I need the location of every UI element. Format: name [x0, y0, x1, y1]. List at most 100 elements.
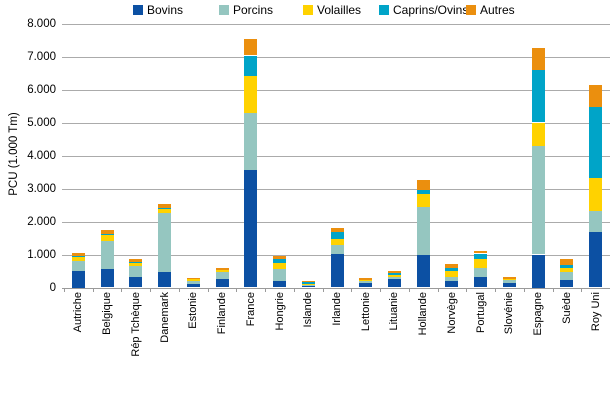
bar-segment-caprins-ovins [445, 267, 459, 272]
bar-segment-porcins [71, 261, 85, 271]
bar-segment-autres [129, 259, 143, 262]
bar-segment-caprins-ovins [416, 190, 430, 194]
bar-segment-bovins [359, 282, 373, 288]
bar-segment-porcins [474, 267, 488, 277]
x-category-label: Islande [302, 292, 315, 328]
x-category-label: Portugal [474, 292, 487, 333]
gridline [62, 188, 610, 190]
x-category-label: Roy Uni [589, 292, 602, 332]
x-category-label: Hongrie [273, 292, 286, 331]
bar-segment-caprins-ovins [301, 281, 315, 284]
bar-segment-bovins [129, 277, 143, 288]
gridline [62, 221, 610, 223]
legend-swatch [379, 5, 389, 15]
x-category-label: Hollande [417, 292, 430, 336]
bar-segment-caprins-ovins [71, 255, 85, 257]
x-tick [64, 287, 65, 292]
bar-segment-volailles [100, 234, 114, 241]
legend-swatch [133, 5, 143, 15]
x-tick [495, 287, 497, 292]
bar-segment-volailles [273, 262, 287, 270]
bar-segment-volailles [416, 193, 430, 207]
legend-label: Porcins [233, 3, 274, 17]
bar-segment-autres [330, 228, 344, 232]
x-category-label: Irlande [331, 292, 343, 326]
y-tick-label: 0 [49, 281, 56, 294]
bar-segment-porcins [359, 280, 373, 283]
bar-segment-caprins-ovins [244, 55, 258, 77]
bar-segment-bovins [416, 255, 430, 288]
bar-segment-caprins-ovins [100, 233, 114, 235]
bar-segment-bovins [273, 281, 287, 288]
bar-segment-autres [387, 271, 401, 273]
x-tick [380, 287, 382, 292]
bar-segment-caprins-ovins [129, 261, 143, 263]
bar-segment-autres [301, 280, 315, 282]
bar-segment-autres [71, 252, 85, 256]
bar-segment-volailles [71, 256, 85, 262]
x-tick [523, 287, 525, 292]
bar-segment-volailles [215, 270, 229, 272]
bar-segment-autres [244, 39, 258, 56]
x-category-label: Rép Tchèque [129, 292, 142, 357]
legend-label: Volailles [317, 3, 362, 17]
x-category-label: France [244, 292, 257, 327]
y-tick-label: 8.000 [27, 17, 56, 30]
bar-segment-bovins [330, 253, 344, 288]
x-tick [293, 287, 295, 292]
bar-segment-bovins [387, 278, 401, 288]
bar-segment-volailles [158, 208, 172, 213]
bar-segment-porcins [244, 112, 258, 170]
bar-segment-volailles [244, 76, 258, 113]
x-category-label: Belgique [101, 292, 114, 335]
bar-segment-volailles [589, 177, 603, 211]
legend-label: Autres [480, 3, 515, 17]
bar-segment-caprins-ovins [560, 265, 574, 269]
x-tick [581, 287, 583, 292]
bar-segment-porcins [560, 272, 574, 280]
bar-segment-autres [215, 268, 229, 270]
bar-segment-volailles [445, 271, 459, 277]
x-category-label: Autriche [72, 292, 85, 333]
bar-segment-bovins [215, 278, 229, 288]
x-tick [150, 287, 152, 292]
bar-segment-volailles [502, 278, 516, 281]
bar-segment-bovins [71, 271, 85, 288]
bar-segment-volailles [387, 274, 401, 277]
bar-segment-bovins [502, 282, 516, 288]
x-category-label: Slovénie [503, 292, 516, 335]
x-category-label: Suède [560, 292, 573, 324]
gridline [62, 23, 610, 25]
bar-segment-volailles [129, 262, 143, 267]
bar-segment-volailles [531, 122, 545, 146]
bar-segment-autres [416, 180, 430, 191]
bar-segment-caprins-ovins [531, 69, 545, 123]
bar-segment-autres [474, 250, 488, 254]
bar-segment-autres [502, 276, 516, 279]
x-category-label: Estonie [187, 292, 200, 329]
bar-segment-porcins [330, 244, 344, 254]
bar-segment-autres [100, 230, 114, 234]
bar-segment-bovins [531, 254, 545, 288]
legend-label: Bovins [147, 3, 184, 17]
bar-segment-bovins [560, 279, 574, 288]
bar-segment-caprins-ovins [158, 207, 172, 209]
bar-segment-bovins [244, 169, 258, 288]
y-tick-label: 3.000 [27, 182, 56, 195]
bar-segment-bovins [158, 271, 172, 288]
bar-segment-autres [186, 277, 200, 280]
x-tick [408, 287, 410, 292]
bar-segment-caprins-ovins [589, 106, 603, 178]
bar-segment-porcins [502, 280, 516, 283]
x-tick [236, 287, 238, 292]
bar-segment-bovins [100, 268, 114, 288]
x-tick [265, 287, 267, 292]
bar-segment-porcins [100, 240, 114, 269]
bar-segment-autres [445, 264, 459, 268]
x-category-label: Espagne [532, 292, 545, 336]
bar-segment-bovins [301, 285, 315, 288]
x-category-label: Norvège [445, 292, 458, 334]
y-tick-label: 5.000 [27, 116, 56, 129]
bar-segment-porcins [445, 276, 459, 282]
